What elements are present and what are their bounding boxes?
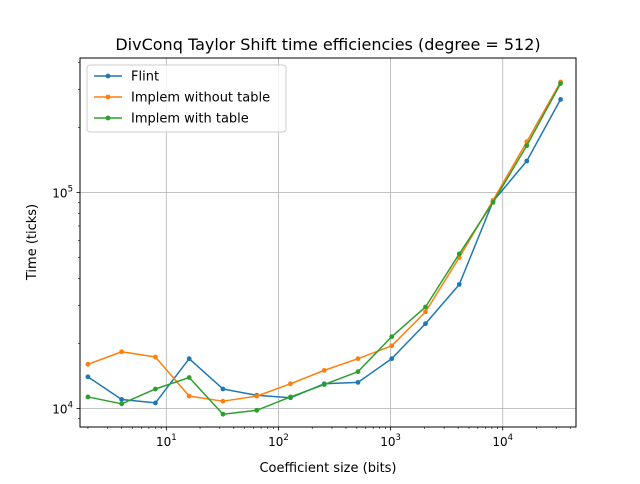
x-tick-label: 104 (492, 433, 513, 449)
x-tick-label: 102 (268, 433, 289, 449)
series-lines (85, 79, 563, 417)
legend-box (86, 64, 287, 133)
data-point (153, 386, 158, 392)
x-tick-label-base: 10 (268, 435, 283, 449)
y-tick-label-exponent: 5 (68, 185, 73, 195)
legend-item: Implem without table (94, 91, 270, 106)
y-tick-label: 104 (52, 400, 73, 416)
data-point (254, 407, 260, 413)
data-point (524, 158, 530, 164)
data-point (423, 309, 428, 315)
data-point (524, 143, 530, 148)
legend-swatch-marker (105, 94, 111, 100)
data-point (423, 321, 428, 327)
data-point (288, 381, 293, 387)
data-point (389, 356, 395, 362)
data-point (186, 375, 192, 380)
data-point (254, 393, 260, 399)
legend: Flint Implem without table Implem with tab… (86, 64, 287, 133)
data-point (355, 369, 361, 375)
legend-swatch-marker (105, 115, 111, 121)
data-point (119, 349, 125, 355)
y-tick-label-base: 10 (52, 402, 67, 416)
y-tick-label-base: 10 (52, 187, 67, 201)
series-group (85, 81, 563, 417)
data-point (186, 393, 192, 399)
data-point (153, 400, 158, 406)
data-point (85, 394, 91, 400)
data-point (85, 361, 91, 367)
data-point (85, 374, 91, 380)
legend-label: Implem without table (131, 91, 270, 106)
legend-item: Flint (94, 70, 159, 85)
x-tick-label-exponent: 3 (396, 433, 401, 443)
data-point (186, 356, 192, 362)
data-point (119, 397, 125, 402)
data-point (355, 356, 361, 362)
data-point (119, 401, 125, 407)
data-point (558, 81, 563, 86)
x-axis-ticks: 101 102 103 104 (87, 427, 571, 449)
data-point (355, 379, 361, 385)
data-point (456, 251, 462, 257)
chart-title: DivConq Taylor Shift time efficiencies (… (115, 35, 540, 54)
data-point (220, 386, 226, 392)
x-tick-label: 101 (156, 433, 177, 449)
data-point (389, 343, 395, 349)
legend-label: Implem with table (131, 112, 249, 127)
y-axis-label: Time (ticks) (25, 204, 40, 281)
data-point (220, 411, 226, 417)
data-point (389, 334, 395, 340)
x-tick-label: 103 (380, 433, 401, 449)
x-tick-label-base: 10 (380, 435, 395, 449)
data-point (490, 200, 496, 205)
legend-swatch-marker (105, 73, 111, 79)
plot-frame (79, 57, 577, 428)
y-tick-label-exponent: 4 (68, 400, 73, 410)
x-tick-label-base: 10 (156, 435, 171, 449)
data-point (220, 398, 226, 404)
x-tick-label-base: 10 (492, 435, 507, 449)
x-tick-label-exponent: 1 (171, 433, 176, 443)
data-point (321, 382, 327, 387)
legend-label: Flint (131, 70, 159, 85)
data-point (288, 394, 293, 400)
x-tick-label-exponent: 4 (508, 433, 513, 443)
x-tick-label-exponent: 2 (283, 433, 288, 443)
data-point (153, 354, 158, 360)
data-point (456, 282, 462, 287)
legend-item: Implem with table (94, 112, 249, 127)
data-point (321, 367, 327, 373)
data-point (558, 97, 563, 102)
data-point (423, 304, 428, 310)
y-tick-label: 105 (52, 185, 73, 201)
x-axis-label: Coefficient size (bits) (259, 461, 396, 476)
